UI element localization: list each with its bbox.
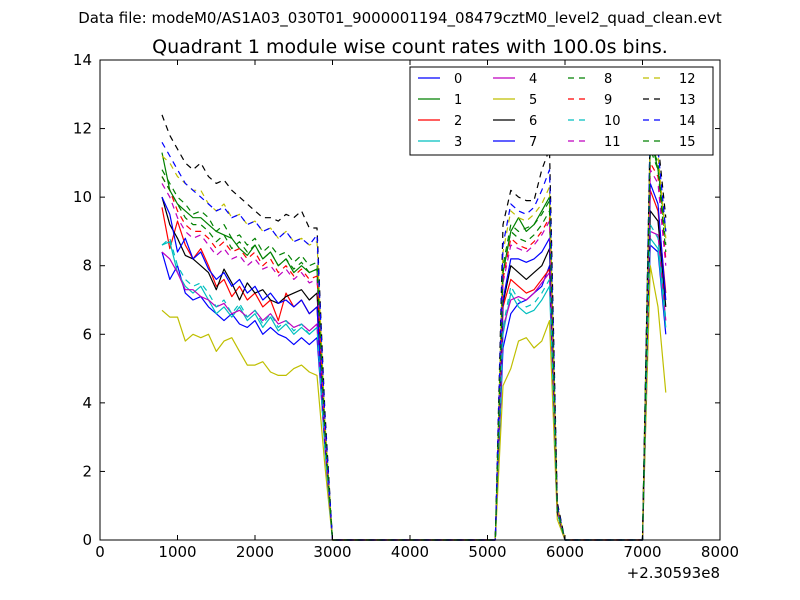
y-tick-label: 12 (73, 120, 92, 138)
series-line-1 (161, 134, 667, 541)
x-tick-label: 7000 (623, 543, 661, 561)
chart-suptitle: Data file: modeM0/AS1A03_030T01_90000011… (78, 9, 722, 28)
x-tick-label: 1000 (158, 543, 196, 561)
legend-label-6: 6 (529, 114, 537, 129)
y-tick-label: 4 (82, 394, 92, 412)
x-tick-label: 3000 (313, 543, 351, 561)
x-offset-label: +2.30593e8 (627, 564, 720, 582)
series-line-13 (161, 114, 667, 541)
series-line-15 (161, 148, 667, 541)
series-line-12 (161, 128, 667, 541)
legend-label-4: 4 (529, 72, 537, 87)
series-layer (161, 114, 667, 541)
legend-label-7: 7 (529, 135, 537, 150)
legend-label-13: 13 (679, 93, 696, 108)
y-tick-label: 6 (82, 325, 92, 343)
legend-label-5: 5 (529, 93, 537, 108)
series-line-5 (161, 265, 667, 541)
x-tick-label: 8000 (701, 543, 739, 561)
ticks-layer: 0 1000 2000 3000 4000 5000 6000 7000 80000246810… (73, 51, 739, 561)
legend-label-8: 8 (604, 72, 612, 87)
chart-title: Quadrant 1 module wise count rates with … (152, 36, 668, 58)
legend-frame (409, 66, 714, 156)
legend-label-3: 3 (454, 135, 462, 150)
series-line-9 (161, 162, 667, 541)
x-tick-label: 5000 (468, 543, 506, 561)
series-line-10 (161, 224, 667, 541)
x-tick-label: 4000 (391, 543, 429, 561)
legend-label-9: 9 (604, 93, 612, 108)
legend-label-15: 15 (679, 135, 696, 150)
y-tick-label: 2 (82, 462, 92, 480)
series-line-14 (161, 121, 667, 541)
legend-label-0: 0 (454, 72, 462, 87)
y-tick-label: 14 (73, 51, 92, 69)
legend-label-10: 10 (604, 114, 621, 129)
legend-label-1: 1 (454, 93, 462, 108)
y-tick-label: 0 (82, 531, 92, 549)
y-tick-label: 8 (82, 257, 92, 275)
series-line-6 (161, 196, 667, 541)
series-line-11 (161, 169, 667, 541)
x-tick-label: 6000 (546, 543, 584, 561)
x-tick-label: 0 (95, 543, 105, 561)
legend-label-12: 12 (679, 72, 696, 87)
legend-label-2: 2 (454, 114, 462, 129)
series-line-8 (161, 141, 667, 541)
series-line-3 (161, 237, 667, 541)
x-tick-label: 2000 (236, 543, 274, 561)
legend-label-14: 14 (679, 114, 696, 129)
series-line-4 (161, 230, 667, 541)
legend-label-11: 11 (604, 135, 621, 150)
y-tick-label: 10 (73, 188, 92, 206)
series-line-7 (161, 182, 667, 541)
